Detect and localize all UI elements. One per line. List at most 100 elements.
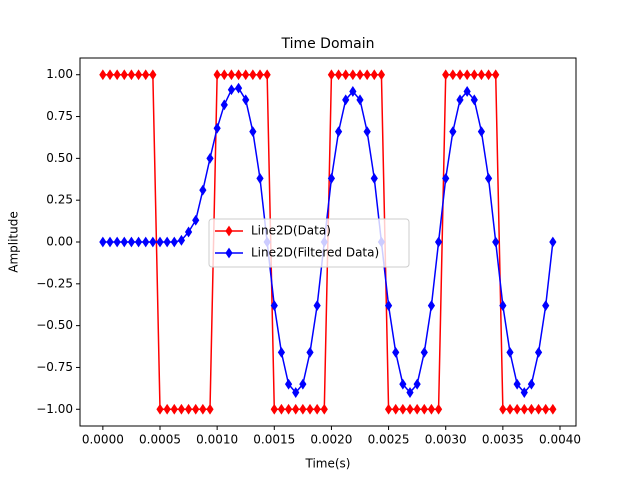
marker (370, 69, 378, 81)
marker (434, 403, 443, 415)
marker (456, 94, 464, 106)
marker (313, 403, 321, 415)
marker (513, 378, 521, 390)
marker (534, 346, 543, 358)
marker (113, 236, 121, 248)
legend: Line2D(Data) Line2D(Filtered Data) (208, 218, 410, 268)
marker (192, 403, 200, 415)
legend-marker (225, 247, 233, 259)
marker (306, 403, 314, 415)
marker (149, 236, 157, 248)
plot-frame (79, 57, 577, 427)
marker (342, 69, 350, 81)
marker (170, 236, 178, 248)
marker (256, 69, 264, 81)
x-tick-label: 0.0005 (139, 433, 181, 447)
marker (406, 387, 414, 398)
marker (356, 94, 364, 106)
marker (449, 69, 457, 81)
marker (499, 403, 507, 415)
marker (527, 378, 536, 390)
marker (234, 82, 243, 94)
marker (513, 403, 521, 415)
marker (299, 378, 307, 390)
y-axis-label: Amplitude (7, 211, 21, 273)
marker (199, 403, 207, 415)
marker (463, 69, 471, 81)
marker (184, 403, 193, 415)
marker (542, 403, 550, 415)
x-tick-label: 0.0015 (253, 433, 295, 447)
series-line (102, 87, 554, 394)
marker (434, 236, 443, 248)
marker (420, 403, 428, 415)
marker (127, 69, 136, 81)
marker (470, 94, 478, 106)
marker (527, 403, 536, 415)
legend-label: Line2D(Filtered Data) (251, 246, 379, 260)
marker (320, 403, 328, 415)
marker (284, 378, 293, 390)
legend-marker (225, 225, 233, 237)
legend-box (208, 218, 410, 268)
marker (156, 403, 164, 415)
marker (392, 346, 400, 358)
marker (456, 69, 464, 81)
marker (477, 69, 486, 81)
marker (349, 86, 357, 97)
marker (470, 69, 478, 81)
marker (313, 300, 321, 311)
marker (277, 346, 286, 358)
marker (299, 403, 307, 415)
marker (306, 346, 314, 358)
marker (263, 69, 271, 81)
marker (427, 403, 436, 415)
marker (420, 346, 428, 358)
marker (134, 236, 143, 248)
marker (549, 403, 557, 415)
marker (220, 99, 228, 111)
y-tick-label: −0.25 (36, 276, 73, 290)
marker (334, 126, 343, 138)
y-tick-label: 0.50 (46, 151, 73, 165)
marker (377, 69, 386, 81)
marker (277, 403, 286, 415)
legend-label: Line2D(Data) (251, 224, 331, 238)
marker (442, 69, 450, 81)
marker (120, 69, 128, 81)
marker (106, 69, 114, 81)
marker (349, 69, 357, 81)
marker (327, 173, 336, 184)
marker (99, 69, 107, 81)
marker (234, 69, 243, 81)
y-tick-label: −0.75 (36, 360, 73, 374)
marker (363, 126, 371, 138)
marker (292, 403, 300, 415)
x-tick-label: 0.0020 (310, 433, 352, 447)
marker (270, 403, 278, 415)
marker (484, 69, 493, 81)
marker (506, 346, 514, 358)
marker (292, 387, 300, 398)
marker (334, 69, 343, 81)
marker (227, 69, 236, 81)
marker (120, 236, 128, 248)
marker (213, 122, 221, 134)
x-tick-label: 0.0000 (82, 433, 124, 447)
marker (384, 300, 393, 311)
y-tick-label: 0.75 (46, 109, 73, 123)
marker (384, 403, 393, 415)
chart-title: Time Domain (280, 36, 374, 52)
marker (170, 403, 178, 415)
marker (520, 387, 528, 398)
marker (156, 236, 164, 248)
marker (199, 184, 207, 196)
marker (484, 173, 493, 184)
marker (113, 69, 121, 81)
marker (184, 226, 193, 238)
marker (492, 236, 500, 248)
y-tick-label: 1.00 (46, 67, 73, 81)
marker (99, 236, 107, 248)
marker (149, 69, 157, 81)
marker (284, 403, 293, 415)
